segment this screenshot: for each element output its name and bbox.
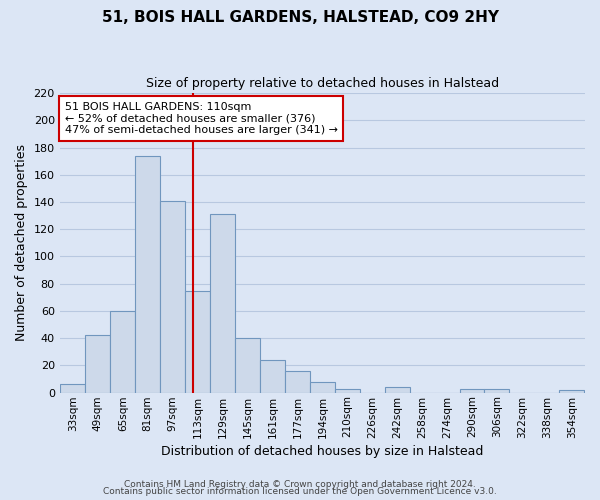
Bar (385, 387, 410, 392)
Y-axis label: Number of detached properties: Number of detached properties (15, 144, 28, 342)
Title: Size of property relative to detached houses in Halstead: Size of property relative to detached ho… (146, 78, 499, 90)
Bar (210, 214, 235, 392)
Bar (484, 388, 509, 392)
Bar (260, 360, 285, 392)
Bar (335, 388, 360, 392)
X-axis label: Distribution of detached houses by size in Halstead: Distribution of detached houses by size … (161, 444, 484, 458)
Bar (85, 336, 110, 392)
Bar (235, 338, 260, 392)
Text: 51 BOIS HALL GARDENS: 110sqm
← 52% of detached houses are smaller (376)
47% of s: 51 BOIS HALL GARDENS: 110sqm ← 52% of de… (65, 102, 338, 135)
Bar (61, 384, 85, 392)
Text: Contains HM Land Registry data © Crown copyright and database right 2024.: Contains HM Land Registry data © Crown c… (124, 480, 476, 489)
Bar (460, 388, 484, 392)
Bar (160, 200, 185, 392)
Bar (110, 311, 135, 392)
Text: Contains public sector information licensed under the Open Government Licence v3: Contains public sector information licen… (103, 488, 497, 496)
Bar (285, 371, 310, 392)
Bar (185, 290, 210, 392)
Text: 51, BOIS HALL GARDENS, HALSTEAD, CO9 2HY: 51, BOIS HALL GARDENS, HALSTEAD, CO9 2HY (101, 10, 499, 25)
Bar (310, 382, 335, 392)
Bar (559, 390, 584, 392)
Bar (135, 156, 160, 392)
